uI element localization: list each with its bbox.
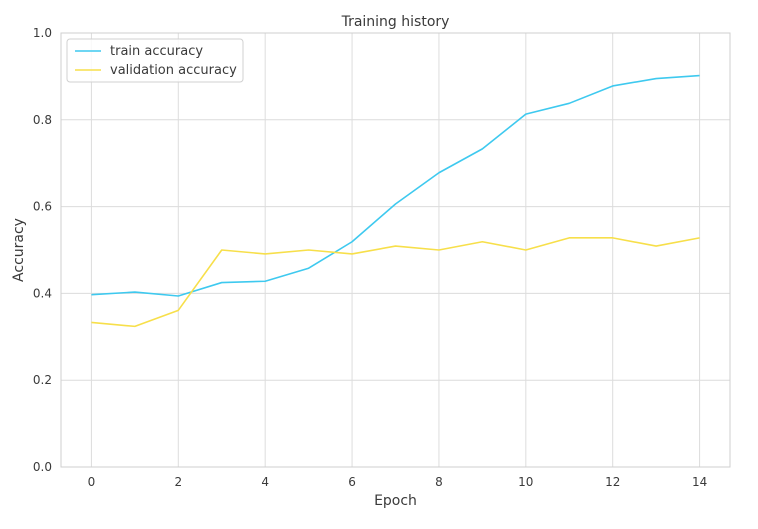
x-tick-label: 10 [518, 475, 533, 489]
y-tick-label: 0.4 [33, 286, 52, 300]
y-tick-label: 0.0 [33, 460, 52, 474]
x-tick-label: 8 [435, 475, 443, 489]
x-tick-label: 12 [605, 475, 620, 489]
series-line-validation-accuracy [91, 237, 700, 328]
legend-label-validation-accuracy: validation accuracy [110, 63, 237, 78]
x-tick-label: 14 [692, 475, 707, 489]
x-axis-title: Epoch [374, 493, 417, 509]
legend: train accuracy validation accuracy [66, 38, 244, 83]
y-tick-label: 0.2 [33, 373, 52, 387]
series-layer [91, 74, 700, 328]
legend-box [66, 38, 244, 83]
y-tick-label: 1.0 [33, 26, 52, 40]
y-tick-label: 0.6 [33, 200, 52, 214]
y-axis-title: Accuracy [11, 218, 27, 282]
x-tick-label: 0 [88, 475, 96, 489]
y-tick-label: 0.8 [33, 113, 52, 127]
x-tick-label: 4 [261, 475, 269, 489]
tick-labels: 0.0 0.2 0.4 0.6 0.8 1.0 0 2 4 6 8 10 12 14 [33, 26, 707, 489]
plot-area-frame [60, 32, 731, 468]
chart-title: Training history [341, 14, 450, 30]
x-tick-label: 2 [174, 475, 182, 489]
legend-label-train-accuracy: train accuracy [110, 44, 203, 59]
x-tick-label: 6 [348, 475, 356, 489]
